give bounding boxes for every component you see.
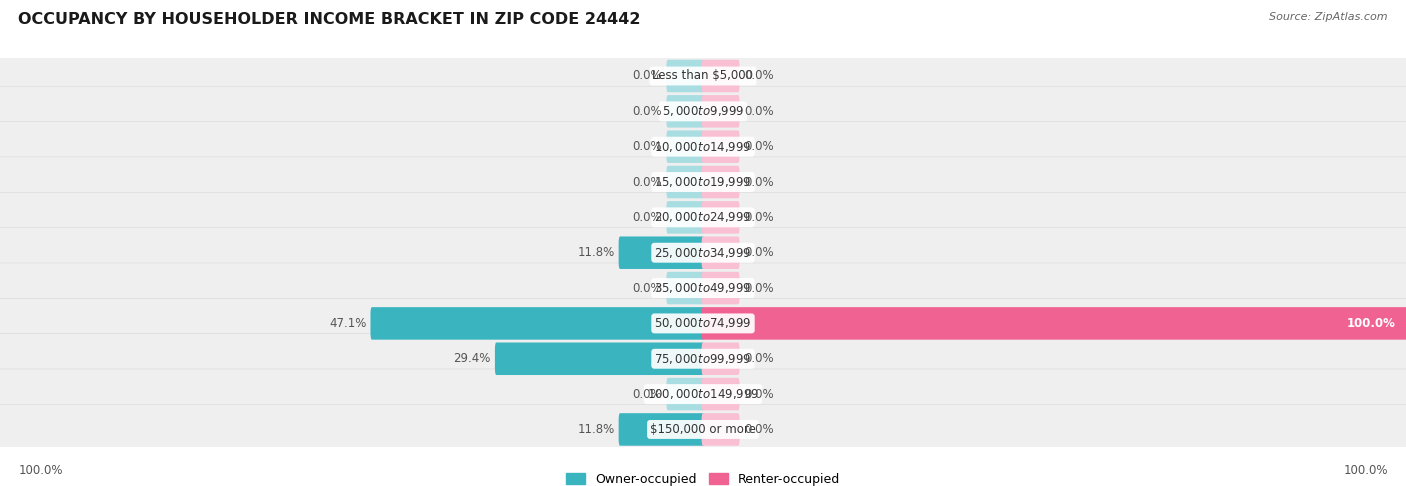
Text: $10,000 to $14,999: $10,000 to $14,999 [654,139,752,154]
FancyBboxPatch shape [0,263,1406,313]
Text: 11.8%: 11.8% [578,246,614,259]
FancyBboxPatch shape [666,95,704,128]
Text: Less than $5,000: Less than $5,000 [652,69,754,83]
FancyBboxPatch shape [0,157,1406,207]
FancyBboxPatch shape [370,307,704,340]
FancyBboxPatch shape [702,272,740,304]
FancyBboxPatch shape [0,122,1406,172]
Text: 0.0%: 0.0% [633,388,662,400]
Text: 0.0%: 0.0% [633,211,662,224]
Text: $100,000 to $149,999: $100,000 to $149,999 [647,387,759,401]
FancyBboxPatch shape [0,86,1406,137]
Text: $5,000 to $9,999: $5,000 to $9,999 [662,104,744,118]
Text: 0.0%: 0.0% [633,105,662,118]
Text: 0.0%: 0.0% [633,140,662,153]
Text: 100.0%: 100.0% [1347,317,1395,330]
Text: 0.0%: 0.0% [633,281,662,295]
Text: 0.0%: 0.0% [744,69,773,83]
FancyBboxPatch shape [0,227,1406,278]
FancyBboxPatch shape [0,192,1406,243]
Text: 100.0%: 100.0% [18,464,63,477]
FancyBboxPatch shape [0,404,1406,454]
FancyBboxPatch shape [666,60,704,92]
Text: 0.0%: 0.0% [744,246,773,259]
Text: 0.0%: 0.0% [744,211,773,224]
Text: 0.0%: 0.0% [633,175,662,189]
FancyBboxPatch shape [0,369,1406,419]
Text: 47.1%: 47.1% [329,317,366,330]
Text: $75,000 to $99,999: $75,000 to $99,999 [654,352,752,366]
FancyBboxPatch shape [495,343,704,375]
Text: 11.8%: 11.8% [578,423,614,436]
Text: 0.0%: 0.0% [744,281,773,295]
Text: Source: ZipAtlas.com: Source: ZipAtlas.com [1270,12,1388,22]
Text: $150,000 or more: $150,000 or more [650,423,756,436]
Text: 0.0%: 0.0% [633,69,662,83]
FancyBboxPatch shape [666,130,704,163]
FancyBboxPatch shape [702,413,740,446]
FancyBboxPatch shape [666,166,704,198]
Text: $15,000 to $19,999: $15,000 to $19,999 [654,175,752,189]
Text: 29.4%: 29.4% [453,352,491,365]
Text: $35,000 to $49,999: $35,000 to $49,999 [654,281,752,295]
FancyBboxPatch shape [666,378,704,410]
FancyBboxPatch shape [619,237,704,269]
FancyBboxPatch shape [0,334,1406,384]
FancyBboxPatch shape [702,307,1406,340]
Text: 0.0%: 0.0% [744,423,773,436]
FancyBboxPatch shape [0,51,1406,101]
Text: 0.0%: 0.0% [744,352,773,365]
Text: OCCUPANCY BY HOUSEHOLDER INCOME BRACKET IN ZIP CODE 24442: OCCUPANCY BY HOUSEHOLDER INCOME BRACKET … [18,12,641,27]
Legend: Owner-occupied, Renter-occupied: Owner-occupied, Renter-occupied [567,472,839,486]
Text: 0.0%: 0.0% [744,388,773,400]
FancyBboxPatch shape [619,413,704,446]
FancyBboxPatch shape [666,201,704,234]
FancyBboxPatch shape [702,237,740,269]
Text: $25,000 to $34,999: $25,000 to $34,999 [654,246,752,260]
FancyBboxPatch shape [666,272,704,304]
Text: 0.0%: 0.0% [744,105,773,118]
Text: 100.0%: 100.0% [1343,464,1388,477]
FancyBboxPatch shape [702,343,740,375]
Text: $20,000 to $24,999: $20,000 to $24,999 [654,210,752,225]
FancyBboxPatch shape [0,298,1406,348]
Text: 0.0%: 0.0% [744,140,773,153]
FancyBboxPatch shape [702,130,740,163]
FancyBboxPatch shape [702,95,740,128]
Text: $50,000 to $74,999: $50,000 to $74,999 [654,316,752,330]
FancyBboxPatch shape [702,60,740,92]
FancyBboxPatch shape [702,201,740,234]
FancyBboxPatch shape [702,378,740,410]
Text: 0.0%: 0.0% [744,175,773,189]
FancyBboxPatch shape [702,166,740,198]
